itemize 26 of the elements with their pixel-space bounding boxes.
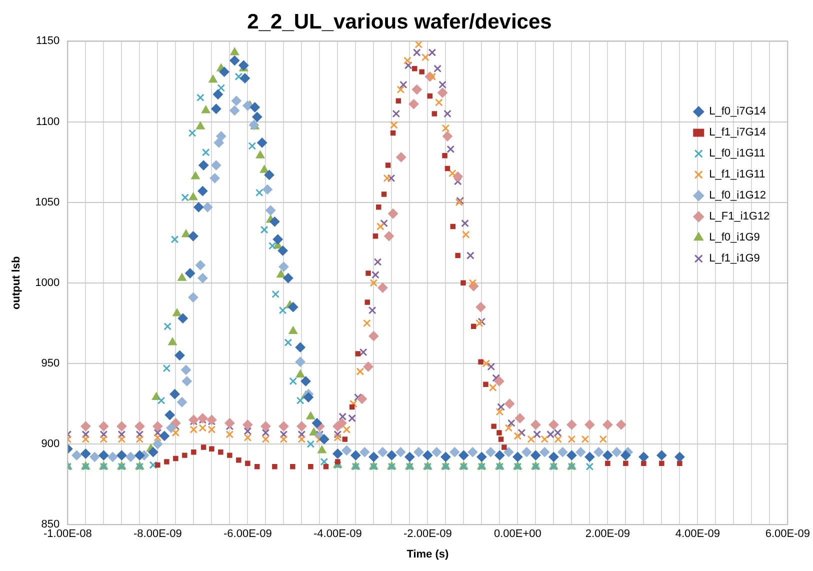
y-tick-label: 1000 [35, 276, 60, 289]
x-tick-label: -4.00E-09 [314, 528, 362, 540]
x-tick-label: 4.00E-09 [675, 528, 720, 540]
legend-label: L_f0_i7G14 [709, 106, 766, 118]
legend-label: L_f1_i7G14 [709, 126, 766, 139]
x-tick-label: 6.00E-09 [765, 528, 810, 540]
y-tick-label: 1050 [35, 196, 60, 208]
legend-label: L_f1_i1G9 [709, 252, 760, 265]
legend-label: L_f1_i1G11 [709, 168, 766, 181]
legend-label: L_f0_i1G12 [709, 190, 766, 202]
x-tick-label: -2.00E-09 [404, 528, 452, 540]
y-tick-label: 1150 [36, 35, 60, 48]
x-tick-label: -8.00E-09 [134, 528, 182, 540]
x-tick-label: 2.00E-09 [585, 528, 630, 540]
y-tick-label: 900 [41, 438, 60, 450]
chart-title: 2_2_UL_various wafer/devices [247, 10, 552, 34]
x-tick-label: -6.00E-09 [224, 528, 272, 540]
y-axis-title: output lsb [10, 256, 23, 310]
x-tick-label: 0.00E+00 [494, 528, 542, 540]
y-tick-label: 1100 [36, 116, 60, 128]
legend-label: L_F1_i1G12 [709, 210, 770, 223]
legend-label: L_f0_i1G9 [709, 232, 760, 244]
x-axis-title: Time (s) [406, 548, 449, 560]
y-tick-label: 950 [41, 358, 60, 370]
x-tick-label: -1.00E-08 [44, 528, 92, 540]
legend-label: L_f0_i1G11 [709, 148, 766, 160]
